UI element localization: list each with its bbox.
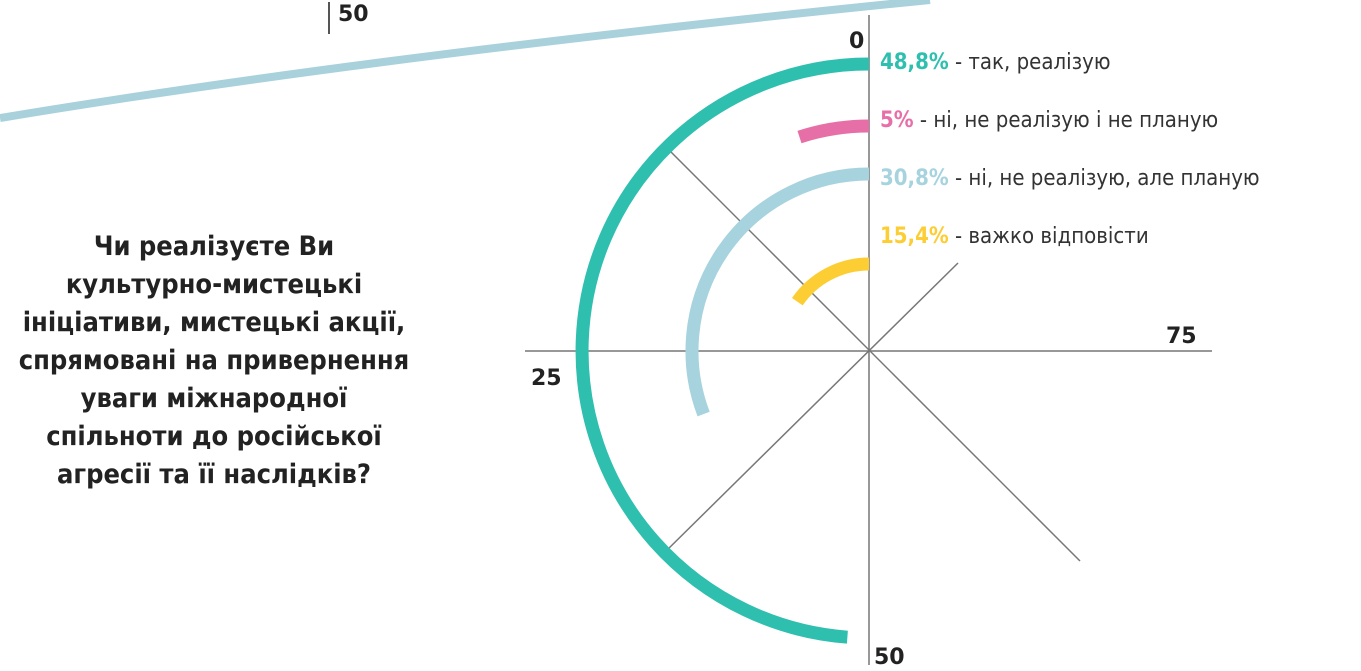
legend-item: 5% - ні, не реалізую і не планую (880, 108, 1218, 133)
legend-pct: 15,4% (880, 224, 949, 249)
axis-diagonal (662, 262, 959, 555)
arc-3 (791, 257, 870, 306)
axis-diagonal (666, 147, 1081, 562)
decorative-band (0, 0, 931, 122)
legend-item: 30,8% - ні, не реалізую, але планую (880, 166, 1260, 191)
legend-text: - ні, не реалізую і не планую (913, 108, 1219, 133)
arc-1 (797, 119, 870, 144)
scale-tick-label: 25 (531, 366, 562, 391)
scale-tick-label: 0 (849, 29, 864, 54)
legend-text: - так, реалізую (948, 50, 1111, 75)
page-number: 50 (328, 2, 369, 34)
legend-item: 15,4% - важко відповісти (880, 224, 1149, 249)
arc-0 (575, 57, 870, 644)
legend-pct: 30,8% (880, 166, 949, 191)
legend-item: 48,8% - так, реалізую (880, 50, 1111, 75)
legend-pct: 48,8% (880, 50, 949, 75)
legend-text: - важко відповісти (948, 224, 1149, 249)
question-title: Чи реалізуєте Ви культурно-мистецькі іні… (18, 231, 410, 490)
scale-tick-label: 50 (874, 645, 905, 670)
legend-text: - ні, не реалізую, але планую (948, 166, 1260, 191)
arc-2 (685, 167, 870, 417)
legend-pct: 5% (880, 108, 914, 133)
scale-tick-label: 75 (1166, 324, 1197, 349)
